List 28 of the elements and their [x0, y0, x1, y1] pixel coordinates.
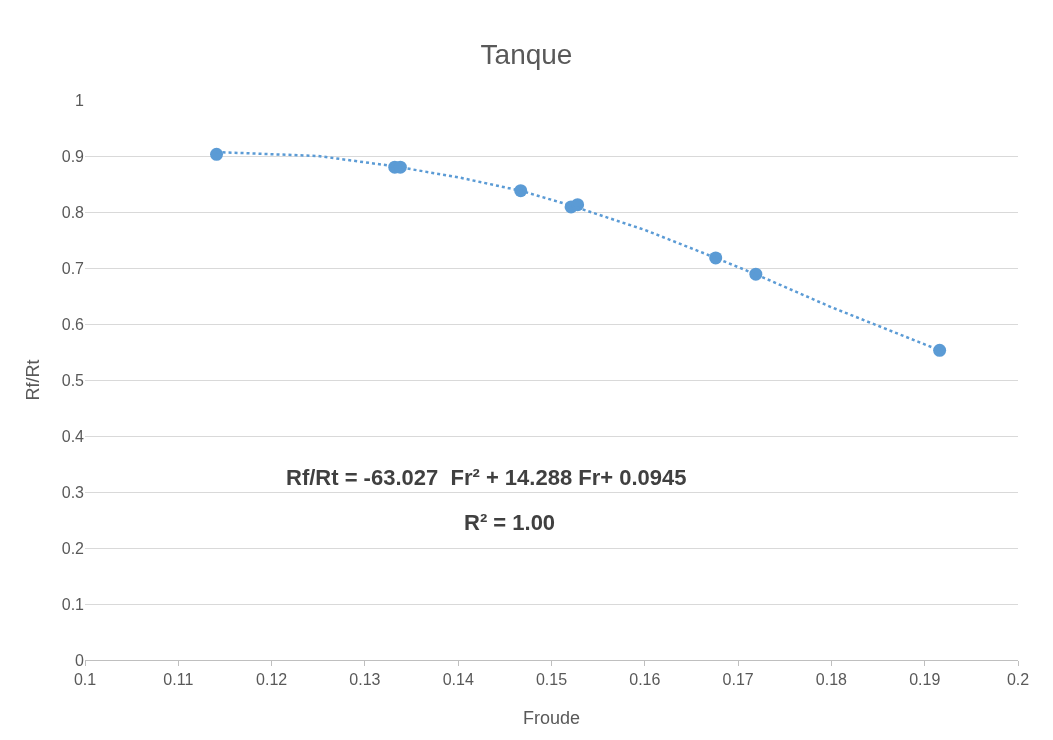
point: [933, 343, 947, 357]
y-tick-label: 0.5: [61, 371, 85, 389]
y-tick-label: 0: [75, 651, 85, 669]
x-tick-label: 0.19: [909, 671, 941, 689]
y-tick-label: 0.2: [61, 539, 85, 557]
x-tick-label: 0.13: [349, 671, 381, 689]
x-tick-label: 0.18: [815, 671, 848, 689]
x-tick-label: 0.2: [1006, 671, 1030, 689]
y-tick-label: 0.6: [61, 315, 85, 333]
x-tick-label: 0.11: [163, 671, 194, 689]
annotation: Rf/Rt = -63.027 Fr² + 14.288 Fr+ 0.0945: [286, 465, 687, 490]
chart-title: Tanque: [480, 39, 573, 70]
y-tick-label: 0.9: [61, 147, 85, 165]
y-tick-label: 0.3: [61, 483, 85, 501]
x-tick-label: 0.12: [256, 671, 288, 689]
x-axis-title: Froude: [522, 708, 581, 728]
y-tick-label: 1: [75, 91, 85, 109]
x-tick-label: 0.16: [629, 671, 661, 689]
point: [210, 147, 224, 161]
y-axis-title: Rf/Rt: [23, 359, 43, 401]
annotation: R² = 1.00: [464, 510, 556, 535]
y-tick-label: 0.7: [61, 259, 85, 277]
x-tick-label: 0.14: [442, 671, 474, 689]
y-tick-label: 0.4: [61, 427, 85, 445]
y-tick-label: 0.8: [61, 203, 85, 221]
y-tick-label: 0.1: [61, 595, 85, 613]
x-tick-label: 0.17: [722, 671, 754, 689]
x-tick-label: 0.15: [535, 671, 568, 689]
